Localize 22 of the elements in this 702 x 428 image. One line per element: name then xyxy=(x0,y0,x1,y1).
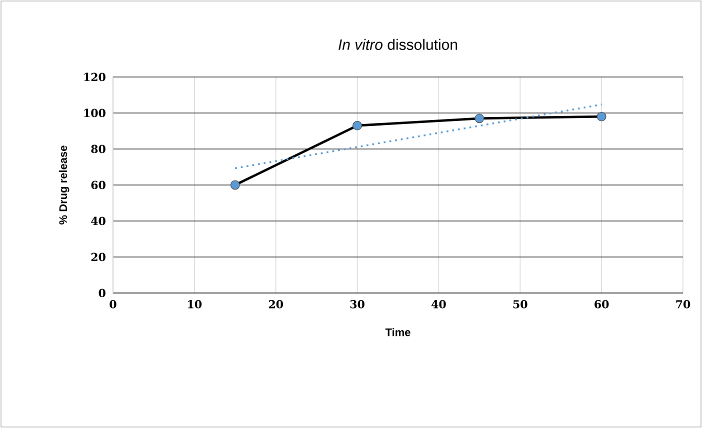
y-tick-label: 40 xyxy=(91,216,106,226)
y-tick-label: 100 xyxy=(84,108,106,118)
y-tick-label: 20 xyxy=(91,252,106,262)
x-tick-label: 0 xyxy=(110,300,116,308)
point xyxy=(474,114,484,124)
x-tick-label: 20 xyxy=(268,300,284,308)
point xyxy=(596,112,606,122)
point xyxy=(352,120,362,130)
y-tick-label: 120 xyxy=(84,72,106,82)
x-axis-title: Time xyxy=(385,328,410,336)
point xyxy=(230,180,240,190)
x-tick-label: 50 xyxy=(513,300,528,308)
x-tick-label: 40 xyxy=(431,300,446,308)
chart-title: In vitro dissolution xyxy=(338,38,458,50)
y-tick-label: 0 xyxy=(98,288,106,298)
x-tick-label: 60 xyxy=(594,300,609,308)
x-tick-label: 70 xyxy=(676,300,690,308)
y-axis-title: % Drug release xyxy=(58,146,70,224)
x-tick-label: 30 xyxy=(350,300,364,308)
y-tick-label: 60 xyxy=(91,180,106,190)
y-tick-label: 80 xyxy=(91,144,106,154)
x-tick-label: 10 xyxy=(188,300,202,308)
